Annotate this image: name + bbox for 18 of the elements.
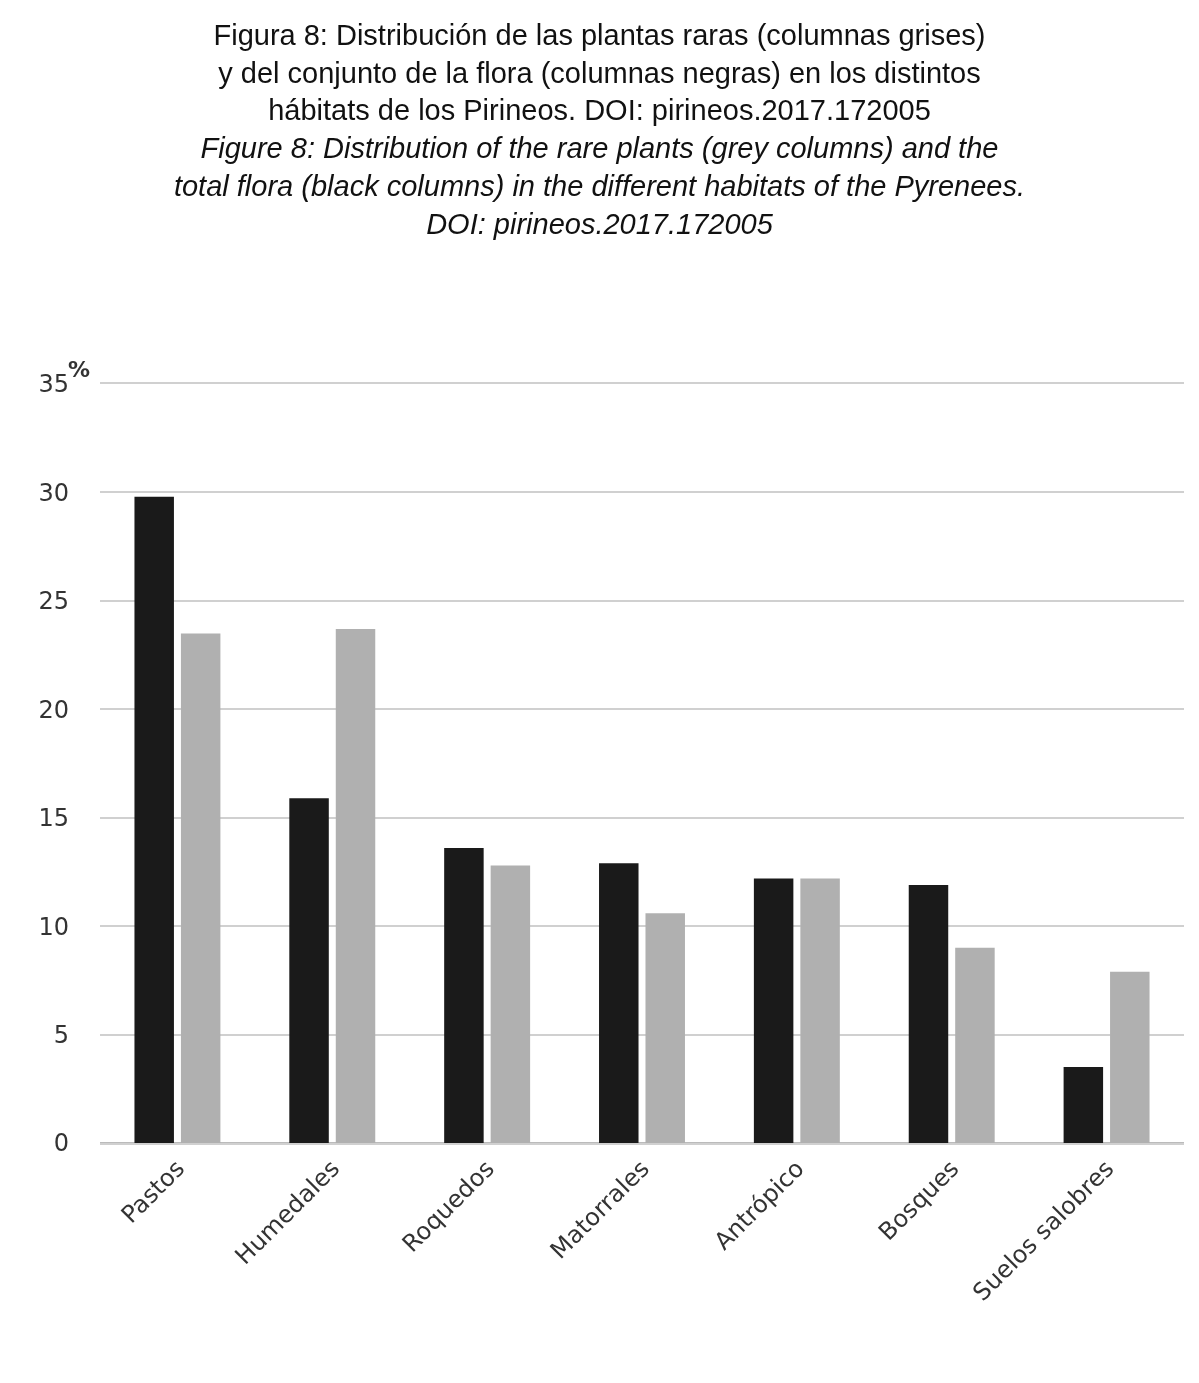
bar — [753, 878, 794, 1143]
bar — [599, 863, 639, 1143]
y-tick-label: 20 — [38, 695, 69, 724]
y-tick-label: 15 — [38, 804, 69, 833]
y-tick-label: 35 — [38, 370, 69, 399]
y-tick-label: 30 — [38, 478, 69, 507]
bar — [1063, 1067, 1104, 1143]
y-axis-title: % — [68, 357, 91, 382]
y-tick-label: 10 — [38, 912, 69, 941]
y-tick-label: 25 — [38, 587, 69, 616]
bar — [444, 848, 484, 1143]
y-tick-label: 5 — [53, 1020, 69, 1049]
y-tick-label: 0 — [53, 1129, 69, 1158]
bar — [134, 496, 174, 1143]
bar — [908, 884, 949, 1143]
chart-subtitle: Figure 8: Distribution of the rare plants (grey columns) and the total flora (black columns) in the different habitats of the Pyrenees. DOI: pirineos.2017.172005 — [173, 132, 1026, 240]
bar — [289, 798, 329, 1143]
chart-title: Figura 8: Distribución de las plantas raras (columnas grises) y del conjunto de la flora (columnas negras) en los distintos hábitats de los Pirineos. DOI: pirineos.2017.172005 — [213, 19, 986, 127]
